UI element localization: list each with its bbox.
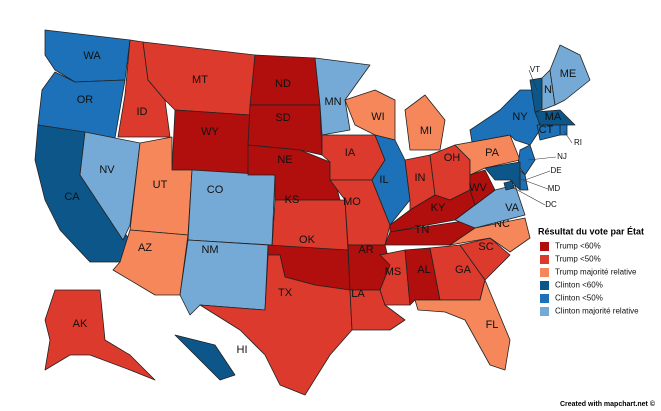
state-label: VT — [530, 65, 540, 74]
state-label: CT — [539, 124, 554, 136]
leader-line — [527, 156, 557, 161]
state-label: AZ — [138, 242, 152, 254]
legend-swatch — [540, 307, 549, 316]
leader-line — [509, 185, 546, 206]
state — [469, 169, 496, 206]
state — [79, 131, 141, 241]
state-label: NE — [277, 154, 292, 166]
state — [414, 279, 511, 371]
leader-line — [524, 170, 551, 181]
state-label: CO — [207, 184, 224, 196]
state-label: TN — [415, 224, 430, 236]
legend-swatch — [540, 268, 549, 277]
state-label: MN — [324, 96, 341, 108]
legend-label: Clinton <60% — [555, 281, 603, 290]
state — [199, 254, 353, 396]
state — [247, 104, 323, 156]
legend-swatch — [540, 242, 549, 251]
state-label: OR — [77, 94, 94, 106]
legend-swatch — [540, 294, 549, 303]
legend-label: Trump <50% — [555, 255, 601, 264]
leader-line — [563, 130, 573, 144]
legend-label: Clinton <50% — [555, 294, 603, 303]
state-label: AK — [73, 318, 88, 330]
state-label: MO — [343, 196, 361, 208]
state — [44, 289, 156, 381]
state-label: MS — [385, 266, 402, 278]
state-label: SC — [478, 241, 493, 253]
legend-swatch — [540, 281, 549, 290]
state-label: OK — [299, 234, 316, 246]
state — [179, 239, 269, 316]
state-label: UT — [153, 179, 168, 191]
state-label: OH — [444, 152, 461, 164]
state-label: VA — [505, 202, 520, 214]
state-label: NM — [201, 244, 218, 256]
state-label: AL — [417, 264, 430, 276]
state — [534, 109, 576, 126]
state-label: MT — [192, 74, 208, 86]
state-label: CA — [64, 191, 80, 203]
state — [314, 57, 371, 136]
state — [344, 89, 396, 141]
legend-label: Trump majorité relative — [555, 268, 637, 277]
state — [503, 180, 515, 191]
leader-line — [528, 69, 538, 91]
state-label: SD — [275, 112, 290, 124]
state-label: AR — [358, 244, 373, 256]
legend-label: Clinton majorité relative — [555, 307, 639, 316]
state-label: RI — [574, 138, 582, 147]
state — [404, 94, 446, 151]
state — [484, 161, 521, 191]
legend-label: Trump <60% — [555, 242, 601, 251]
state-label: WY — [201, 126, 219, 138]
state — [187, 169, 276, 246]
state-label: KS — [285, 194, 300, 206]
state — [171, 109, 251, 176]
state-label: TX — [278, 287, 293, 299]
state-label: ND — [275, 78, 291, 90]
footer: Created with mapchart.net © — [560, 400, 656, 408]
state-label: WI — [371, 111, 384, 123]
state-label: MD — [548, 184, 561, 193]
state — [459, 237, 511, 281]
state-label: IL — [379, 174, 388, 186]
state-label: NY — [512, 111, 528, 123]
state-label: DC — [545, 200, 557, 209]
state-label: IA — [345, 147, 356, 159]
state — [549, 44, 591, 106]
state — [174, 334, 236, 381]
state-label: LA — [351, 288, 365, 300]
state-label: NV — [99, 164, 115, 176]
state-label: PA — [485, 147, 500, 159]
state-label: IN — [415, 172, 426, 184]
leader-line — [517, 177, 549, 190]
legend-title: Résultat du vote par État — [538, 226, 644, 236]
state-label: ID — [137, 106, 148, 118]
state-label: DE — [550, 166, 561, 175]
state-label: WA — [83, 50, 101, 62]
state-label: HI — [237, 344, 248, 356]
state-label: MA — [545, 111, 562, 123]
state-label: NJ — [557, 152, 567, 161]
state-label: ME — [560, 68, 577, 80]
legend-swatch — [540, 255, 549, 264]
state-label: KY — [431, 202, 446, 214]
state — [371, 134, 411, 226]
state-label: MI — [420, 125, 432, 137]
state — [536, 124, 561, 141]
state-label: WV — [469, 182, 487, 194]
state-label: FL — [486, 319, 499, 331]
state — [469, 89, 541, 146]
state-label: GA — [455, 264, 472, 276]
